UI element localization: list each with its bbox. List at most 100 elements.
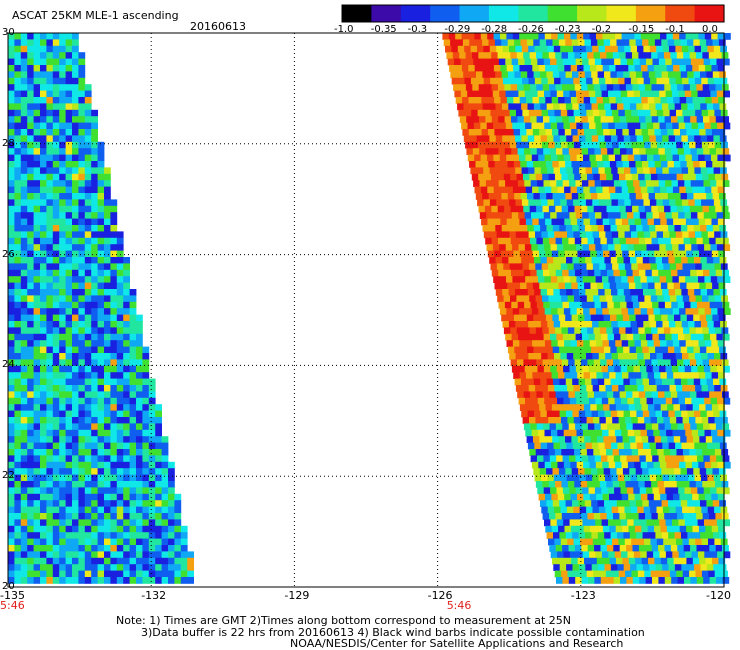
swath-cell <box>136 346 143 354</box>
swath-cell <box>517 391 524 399</box>
swath-cell <box>91 225 98 232</box>
swath-cell <box>530 423 538 431</box>
swath-cell <box>459 84 467 91</box>
swath-cell <box>677 545 685 552</box>
swath-cell <box>600 545 608 552</box>
swath-cell <box>588 455 595 463</box>
swath-cell <box>695 141 703 149</box>
swath-cell <box>628 525 636 533</box>
x-tick-label: -126 <box>427 589 453 602</box>
swath-cell <box>588 180 596 187</box>
swath-cell <box>506 308 514 315</box>
swath-cell <box>84 90 92 98</box>
swath-cell <box>451 45 459 53</box>
swath-cell <box>52 167 60 175</box>
swath-cell <box>84 122 92 130</box>
swath-cell <box>84 423 92 431</box>
swath-cell <box>570 429 577 437</box>
swath-cell <box>174 557 182 565</box>
swath-cell <box>690 269 697 277</box>
swath-cell <box>142 519 150 527</box>
swath-cell <box>497 141 504 149</box>
swath-cell <box>110 205 118 213</box>
swath-cell <box>609 129 617 136</box>
swath-cell <box>649 564 657 571</box>
swath-cell <box>578 346 586 354</box>
swath-cell <box>672 122 680 130</box>
swath-cell <box>659 276 667 283</box>
swath-cell <box>669 45 676 53</box>
swath-cell <box>526 436 534 443</box>
swath-cell <box>575 148 582 155</box>
swath-cell <box>14 333 22 341</box>
swath-cell <box>724 33 731 40</box>
swath-cell <box>595 461 603 469</box>
swath-cell <box>91 148 98 155</box>
swath-cell <box>123 519 130 527</box>
swath-cell <box>565 378 573 386</box>
swath-cell <box>598 564 605 571</box>
swath-cell <box>123 327 130 335</box>
swath-cell <box>65 205 73 213</box>
swath-cell <box>684 333 692 341</box>
swath-cell <box>27 193 34 200</box>
swath-cell <box>123 423 130 431</box>
swath-cell <box>8 468 15 475</box>
swath-cell <box>91 493 98 501</box>
swath-cell <box>33 557 41 565</box>
swath-cell <box>20 423 28 431</box>
swath-cell <box>674 193 681 200</box>
swath-cell <box>526 372 533 379</box>
swath-cell <box>502 77 510 85</box>
swath-cell <box>519 250 527 258</box>
swath-cell <box>78 346 86 354</box>
swath-cell <box>570 97 578 104</box>
swath-cell <box>59 321 66 328</box>
swath-cell <box>72 225 79 232</box>
swath-cell <box>97 385 105 392</box>
swath-cell <box>574 237 582 245</box>
swath-cell <box>155 417 162 424</box>
swath-cell <box>671 116 678 123</box>
swath-cell <box>14 340 22 347</box>
swath-cell <box>556 577 563 584</box>
swath-cell <box>59 314 66 322</box>
swath-cell <box>33 129 41 136</box>
swath-cell <box>638 545 646 552</box>
swath-cell <box>8 327 15 335</box>
swath-cell <box>529 84 537 91</box>
swath-cell <box>478 205 486 213</box>
swath-cell <box>510 359 518 367</box>
swath-cell <box>611 353 619 360</box>
swath-cell <box>674 103 682 111</box>
swath-cell <box>513 97 521 104</box>
swath-cell <box>719 71 726 79</box>
swath-cell <box>519 308 526 315</box>
swath-cell <box>72 250 79 258</box>
swath-cell <box>490 109 498 117</box>
swath-cell <box>116 513 124 520</box>
swath-cell <box>72 135 79 143</box>
swath-cell <box>634 154 641 162</box>
swath-cell <box>665 455 672 463</box>
swath-cell <box>110 237 118 245</box>
swath-cell <box>8 525 15 533</box>
swath-cell <box>46 564 54 571</box>
swath-cell <box>517 116 525 123</box>
swath-cell <box>599 109 606 117</box>
swath-cell <box>510 295 517 303</box>
swath-cell <box>40 385 47 392</box>
swath-cell <box>618 141 626 149</box>
swath-cell <box>642 225 650 232</box>
swath-cell <box>136 321 143 328</box>
swath-cell <box>596 525 604 533</box>
swath-cell <box>578 468 585 475</box>
swath-cell <box>586 506 593 514</box>
swath-cell <box>104 493 111 501</box>
swath-cell <box>655 378 663 386</box>
swath-cell <box>27 378 34 386</box>
swath-cell <box>65 225 73 232</box>
swath-cell <box>91 193 98 200</box>
swath-cell <box>8 404 15 411</box>
swath-cell <box>551 461 558 469</box>
